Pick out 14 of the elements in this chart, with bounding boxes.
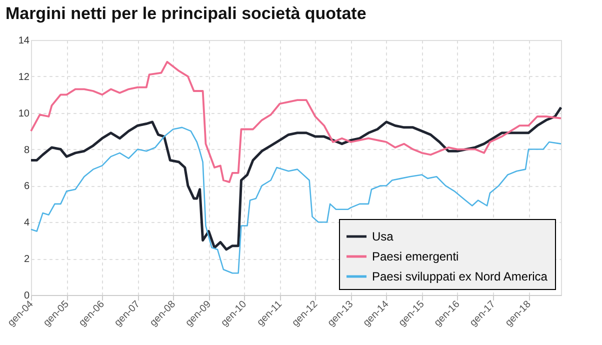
y-tick-label: 2 [24, 254, 30, 266]
y-tick-label: 4 [24, 218, 30, 229]
chart-title: Margini netti per le principali società quotate [5, 4, 366, 23]
line-series [30, 60, 562, 184]
y-tick-label: 0 [24, 290, 30, 302]
y-tick-label: 12 [18, 72, 30, 83]
legend-label: Usa [372, 230, 394, 244]
legend-label: Paesi emergenti [372, 250, 459, 264]
line-series [30, 106, 562, 251]
y-tick-label: 8 [24, 144, 30, 156]
y-tick-label: 6 [24, 181, 30, 192]
legend-label: Paesi sviluppati ex Nord America [372, 270, 548, 284]
y-tick-label: 10 [18, 108, 30, 120]
y-tick-label: 14 [18, 36, 30, 46]
